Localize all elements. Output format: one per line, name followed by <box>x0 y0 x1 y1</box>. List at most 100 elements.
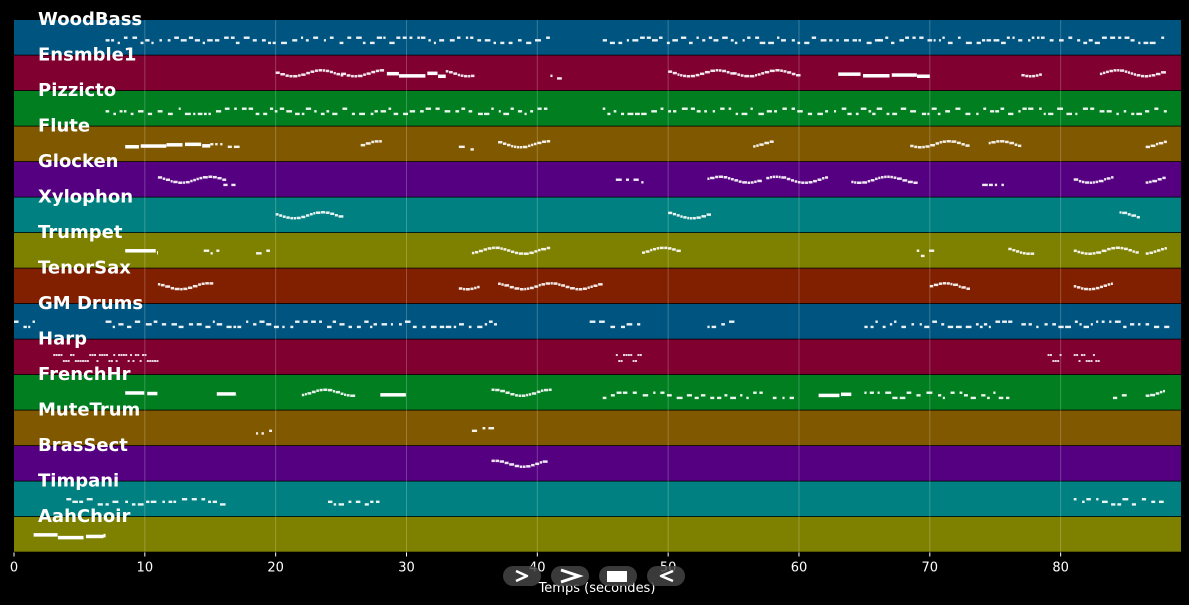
note <box>398 323 402 326</box>
note <box>565 285 570 289</box>
note <box>774 110 777 113</box>
note <box>28 325 31 329</box>
note <box>538 248 541 252</box>
note <box>534 285 539 288</box>
note <box>593 284 598 287</box>
note <box>166 143 183 147</box>
note <box>304 392 307 396</box>
note <box>212 320 215 323</box>
note <box>1006 396 1010 400</box>
note <box>482 427 486 430</box>
note <box>1109 69 1113 73</box>
note <box>539 461 543 464</box>
note <box>519 288 524 291</box>
note <box>990 110 995 113</box>
note <box>370 500 374 504</box>
time-axis: 01020304050607080 <box>10 552 1069 576</box>
note <box>1156 249 1161 252</box>
note <box>33 533 58 537</box>
note <box>224 107 230 110</box>
note <box>1141 498 1147 501</box>
note <box>746 396 749 400</box>
note <box>325 211 330 214</box>
note <box>457 73 461 77</box>
note <box>1030 252 1035 255</box>
note <box>375 500 380 504</box>
note <box>677 73 680 76</box>
note <box>127 325 132 329</box>
note <box>72 354 75 357</box>
note <box>363 73 366 76</box>
note <box>1130 72 1134 75</box>
note <box>1037 36 1040 39</box>
note <box>694 396 699 400</box>
note <box>1017 144 1022 148</box>
note <box>1096 320 1099 323</box>
note <box>390 323 393 326</box>
note <box>1141 74 1144 78</box>
play-button[interactable] <box>503 566 541 586</box>
note <box>1099 72 1103 76</box>
note <box>112 325 115 329</box>
track-name: GM Drums <box>38 293 143 314</box>
note <box>142 354 145 357</box>
note <box>772 175 776 179</box>
track-lane <box>14 233 1181 268</box>
note <box>210 143 214 146</box>
note <box>1000 140 1005 143</box>
note <box>531 143 534 147</box>
note <box>329 36 334 39</box>
note <box>72 500 78 504</box>
note <box>933 39 936 42</box>
note <box>550 74 553 78</box>
stop-button[interactable] <box>599 566 637 586</box>
note <box>707 177 710 181</box>
track-name: Timpani <box>38 471 119 492</box>
note <box>1048 112 1054 116</box>
note <box>635 360 638 363</box>
note <box>1092 252 1096 255</box>
note <box>1121 394 1127 397</box>
note <box>125 249 156 253</box>
note <box>488 427 495 430</box>
track-name: WoodBass <box>38 9 142 30</box>
note <box>311 320 316 323</box>
note <box>1127 71 1131 74</box>
rewind-button[interactable] <box>647 566 685 586</box>
note <box>333 71 336 75</box>
note <box>82 360 85 363</box>
note <box>122 354 125 357</box>
note <box>939 141 942 144</box>
x-tick-label: 20 <box>267 561 284 576</box>
track-name: Harp <box>38 329 87 350</box>
note <box>518 252 524 255</box>
note <box>356 36 362 39</box>
note <box>336 72 341 76</box>
x-tick-label: 60 <box>791 561 808 576</box>
note <box>62 360 65 363</box>
note <box>634 112 640 116</box>
note <box>1103 284 1107 287</box>
note <box>1066 112 1073 116</box>
note <box>369 41 375 45</box>
note <box>761 72 765 75</box>
note <box>841 107 847 110</box>
note <box>976 41 981 45</box>
note <box>301 215 306 219</box>
x-tick-label: 10 <box>137 561 154 576</box>
note <box>295 320 300 323</box>
note <box>1149 180 1152 184</box>
note <box>187 286 193 290</box>
fast-forward-button[interactable] <box>551 566 589 586</box>
note <box>380 393 406 397</box>
note <box>910 110 917 113</box>
note <box>1120 246 1124 250</box>
note <box>607 112 611 116</box>
note <box>470 287 474 291</box>
note <box>797 110 803 113</box>
note <box>282 215 286 218</box>
note <box>754 180 757 184</box>
note <box>243 36 250 39</box>
note <box>749 74 755 78</box>
note <box>955 325 962 329</box>
